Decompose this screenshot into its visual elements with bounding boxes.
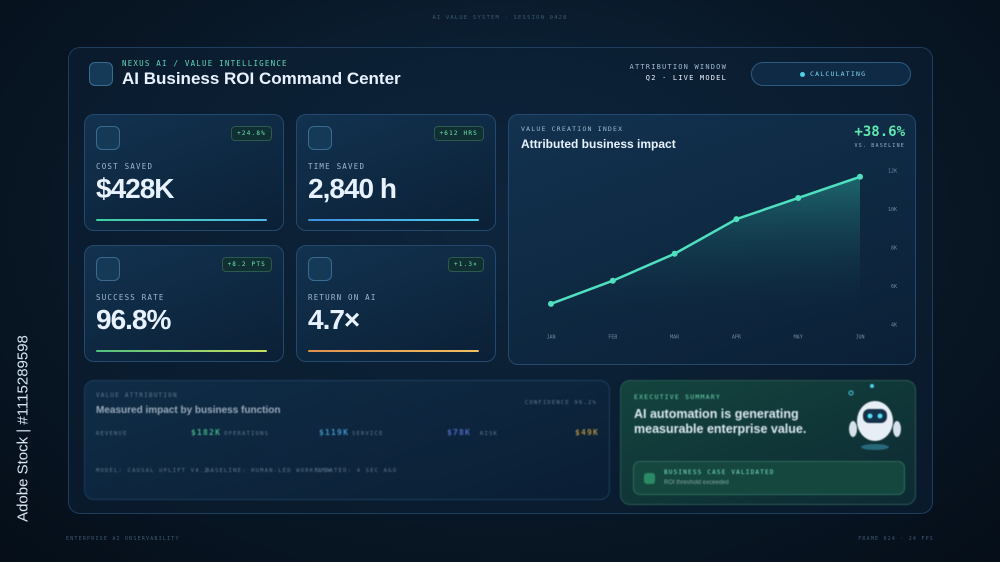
window-value: Q2 · LIVE MODEL: [645, 74, 727, 82]
footer-note: UPDATED: 4 sec ago: [316, 468, 398, 474]
eyebrow: NEXUS AI / VALUE INTELLIGENCE: [122, 59, 288, 68]
window-label: ATTRIBUTION WINDOW: [629, 63, 727, 71]
area: [551, 176, 860, 325]
summary-card: EXECUTIVE SUMMARY AI automation is gener…: [620, 380, 916, 505]
kpi-icon: [308, 257, 332, 281]
validated-box: BUSINESS CASE VALIDATED ROI threshold ex…: [633, 461, 905, 495]
x-tick-label: MAY: [794, 335, 803, 341]
x-tick-label: FEB: [608, 335, 617, 341]
y-tick-label: 4K: [891, 323, 897, 329]
point: [795, 194, 802, 201]
kpi-label: SUCCESS RATE: [96, 293, 165, 302]
kpi-label: RETURN ON AI: [308, 293, 377, 302]
kpi-label: TIME SAVED: [308, 162, 366, 171]
y-tick-label: 8K: [891, 246, 897, 252]
item-value: $49K: [575, 428, 600, 437]
summary-eyebrow: EXECUTIVE SUMMARY: [634, 393, 721, 401]
y-tick-label: 6K: [891, 284, 897, 290]
kpi-icon: [308, 126, 332, 150]
title: AI Business ROI Command Center: [122, 69, 401, 88]
confidence: CONFIDENCE 96.2%: [524, 400, 597, 406]
attribution-title: Measured impact by business function: [96, 405, 281, 416]
status-pill[interactable]: CALCULATING: [751, 62, 911, 86]
chart-eyebrow: VALUE CREATION INDEX: [521, 125, 624, 133]
item-value: $119K: [319, 428, 350, 437]
item-value: $78K: [447, 428, 472, 437]
x-tick-label: JUN: [855, 335, 864, 341]
robot: [848, 384, 901, 450]
chart-delta: +38.6%: [854, 124, 905, 140]
attribution-eyebrow: VALUE ATTRIBUTION: [96, 392, 178, 399]
kpi-badge: +24.8%: [231, 126, 272, 141]
kpi-bar: [96, 219, 267, 221]
point: [671, 250, 678, 257]
chart-title: Attributed business impact: [521, 137, 676, 151]
point: [548, 300, 554, 307]
logo-icon: [89, 62, 113, 86]
kpi-bar: [96, 350, 267, 352]
item-value: $182K: [191, 428, 222, 437]
x-tick-label: APR: [732, 335, 742, 341]
attribution-card: VALUE ATTRIBUTION Measured impact by bus…: [84, 380, 610, 500]
kpi-card: +1.3× RETURN ON AI 4.7×: [296, 245, 496, 362]
item-label: SERVICE: [352, 431, 384, 437]
item-label: OPERATIONS: [224, 431, 270, 437]
kpi-icon: [96, 257, 120, 281]
kpi-badge: +612 HRS: [433, 126, 484, 141]
y-tick-label: 12K: [888, 169, 897, 175]
point: [609, 277, 616, 284]
item-label: REVENUE: [96, 431, 128, 437]
kpi-icon: [96, 126, 120, 150]
point: [857, 173, 863, 180]
kpi-value: 4.7×: [308, 304, 360, 335]
check-icon: [644, 473, 655, 484]
kpi-badge: +8.2 PTS: [221, 257, 272, 272]
line: [550, 175, 861, 305]
kpi-value: 2,840 h: [308, 173, 397, 204]
item-label: RISK: [480, 431, 499, 437]
kpi-label: COST SAVED: [96, 162, 154, 171]
kpi-value: $428K: [96, 173, 175, 204]
status-dot: [800, 72, 805, 77]
kpi-card: +612 HRS TIME SAVED 2,840 h: [296, 114, 496, 231]
kpi-badge: +1.3×: [447, 257, 484, 272]
footer-note: MODEL: Causal uplift v4.2: [96, 468, 209, 474]
x-tick-label: JAN: [546, 335, 555, 341]
summary-text: AI automation is generating measurable e…: [634, 407, 807, 436]
kpi-bar: [308, 350, 479, 352]
kpi-value: 96.8%: [96, 304, 171, 335]
footer-right: FRAME 024 · 24 FPS: [858, 536, 934, 542]
validated-note: ROI threshold exceeded: [664, 480, 729, 486]
kpi-bar: [308, 219, 479, 221]
footer-note: BASELINE: Human-led workflow: [206, 468, 333, 474]
point: [733, 216, 740, 223]
status: CALCULATING: [810, 70, 867, 78]
kpi-card: +24.8% COST SAVED $428K: [84, 114, 284, 231]
validated-title: BUSINESS CASE VALIDATED: [664, 469, 775, 476]
chart-delta-note: VS. BASELINE: [854, 143, 905, 149]
top-caption: AI VALUE SYSTEM · SESSION 0428: [432, 15, 568, 21]
x-tick-label: MAR: [670, 335, 680, 341]
y-tick-label: 10K: [888, 207, 897, 213]
kpi-card: +8.2 PTS SUCCESS RATE 96.8%: [84, 245, 284, 362]
footer-left: ENTERPRISE AI OBSERVABILITY: [66, 536, 180, 542]
